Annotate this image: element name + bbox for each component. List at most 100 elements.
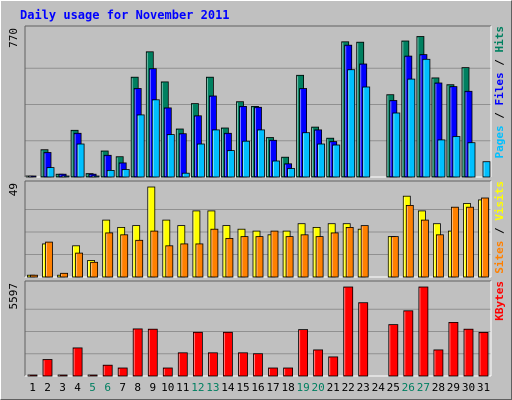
bar-sites-day-5 [90, 261, 98, 278]
x-tick-label-day-22: 22 [342, 381, 355, 394]
bar-sites-day-4 [75, 252, 83, 278]
bar-sites-day-21 [330, 232, 339, 278]
bar-kbytes-day-4 [72, 347, 83, 377]
bar-files-day-1 [28, 175, 37, 178]
x-tick-label-day-15: 15 [236, 381, 249, 394]
bar-kbytes-day-20 [313, 349, 324, 377]
series-pages [46, 58, 491, 178]
bar-pages-day-21 [332, 144, 341, 178]
x-tick-label-day-29: 29 [447, 381, 460, 394]
x-tick-label-day-12: 12 [191, 381, 204, 394]
x-tick-label-day-27: 27 [417, 381, 430, 394]
panel-visits-sites: 49 Sites / Visits [7, 180, 506, 278]
bar-kbytes-day-14 [222, 331, 233, 377]
bar-kbytes-day-23 [358, 302, 369, 377]
x-tick-label-day-26: 26 [402, 381, 415, 394]
x-tick-label-day-25: 25 [387, 381, 400, 394]
bar-kbytes-day-2 [42, 359, 53, 377]
x-tick-label-day-1: 1 [29, 381, 36, 394]
bar-pages-day-17 [272, 160, 280, 178]
bar-sites-day-12 [195, 243, 204, 278]
series-kbytes [27, 286, 489, 377]
bar-sites-day-20 [315, 236, 324, 278]
bar-kbytes-day-10 [162, 367, 173, 377]
bar-pages-day-19 [302, 132, 311, 178]
bar-pages-day-15 [242, 140, 250, 178]
bar-pages-day-29 [452, 136, 461, 178]
bar-pages-day-13 [211, 129, 220, 178]
bar-sites-day-26 [405, 204, 414, 278]
legend-entry: / [493, 106, 506, 126]
bar-sites-day-3 [60, 272, 68, 278]
bar-pages-day-2 [46, 167, 55, 178]
x-tick-label-day-28: 28 [432, 381, 445, 394]
bar-sites-day-23 [360, 225, 369, 278]
side-legend-pages-files-hits: Pages / Files / Hits [493, 26, 506, 159]
x-tick-label-day-24: 24 [372, 381, 386, 394]
bar-pages-day-14 [226, 150, 235, 178]
x-tick-label-day-21: 21 [327, 381, 340, 394]
legend-entry: / [493, 53, 506, 73]
bar-pages-day-8 [136, 114, 145, 178]
bar-sites-day-17 [270, 230, 279, 278]
bar-kbytes-day-26 [403, 310, 414, 377]
bar-kbytes-day-21 [328, 356, 339, 377]
bar-pages-day-30 [467, 142, 476, 178]
x-tick-label-day-20: 20 [311, 381, 324, 394]
y-axis-max-label: 49 [7, 183, 20, 196]
panel-kbytes: 5597 KBytes [7, 280, 506, 377]
bar-kbytes-day-15 [238, 352, 248, 377]
bar-sites-day-11 [180, 243, 189, 278]
bar-kbytes-day-29 [448, 321, 459, 377]
bar-sites-day-14 [225, 237, 234, 278]
bar-kbytes-day-7 [117, 367, 128, 377]
bar-pages-day-20 [317, 143, 326, 178]
x-tick-label-day-9: 9 [149, 381, 156, 394]
bar-sites-day-9 [150, 230, 159, 278]
x-tick-label-day-5: 5 [89, 381, 96, 394]
bar-sites-day-30 [466, 206, 474, 278]
legend-entry: Hits [493, 26, 506, 53]
x-tick-label-day-11: 11 [176, 381, 189, 394]
x-tick-label-day-14: 14 [221, 381, 235, 394]
bar-sites-day-31 [481, 197, 489, 278]
bar-kbytes-day-19 [298, 329, 309, 377]
panel-pages-files-hits: 770 Pages / Files / Hits [7, 25, 506, 178]
bar-pages-day-11 [181, 172, 190, 178]
x-tick-label-day-4: 4 [74, 381, 81, 394]
legend-entry: KBytes [493, 281, 506, 321]
bar-sites-day-27 [420, 219, 429, 278]
x-tick-label-day-8: 8 [134, 381, 141, 394]
bar-pages-day-10 [166, 134, 175, 178]
bar-kbytes-day-6 [102, 364, 113, 377]
bar-kbytes-day-11 [177, 352, 188, 377]
bar-pages-day-23 [362, 86, 371, 178]
bar-sites-day-10 [165, 245, 174, 278]
x-tick-label-day-3: 3 [59, 381, 66, 394]
bar-sites-day-22 [345, 226, 354, 278]
bar-pages-day-9 [151, 99, 160, 178]
legend-entry: Files [493, 72, 506, 105]
x-tick-label-day-13: 13 [206, 381, 219, 394]
x-tick-label-day-18: 18 [281, 381, 294, 394]
bar-sites-day-16 [255, 236, 264, 278]
bar-sites-day-29 [450, 206, 459, 278]
bar-kbytes-day-3 [57, 374, 68, 377]
bar-sites-day-6 [105, 232, 114, 278]
y-axis-max-label: 770 [7, 28, 20, 48]
x-tick-label-day-10: 10 [161, 381, 174, 394]
bar-kbytes-day-22 [343, 286, 354, 377]
legend-entry: Sites [493, 241, 506, 274]
x-tick-label-day-30: 30 [462, 381, 475, 394]
x-tick-label-day-2: 2 [44, 381, 51, 394]
bar-kbytes-day-8 [132, 328, 143, 377]
bar-kbytes-day-17 [268, 367, 278, 377]
bar-kbytes-day-27 [418, 286, 429, 377]
series-sites [30, 197, 489, 278]
bar-pages-day-7 [121, 169, 130, 178]
legend-entry: / [493, 221, 506, 241]
y-axis-max-label: 5597 [7, 283, 20, 310]
bar-sites-day-13 [210, 228, 219, 278]
bar-pages-day-16 [257, 129, 265, 178]
bar-kbytes-day-5 [87, 374, 98, 377]
